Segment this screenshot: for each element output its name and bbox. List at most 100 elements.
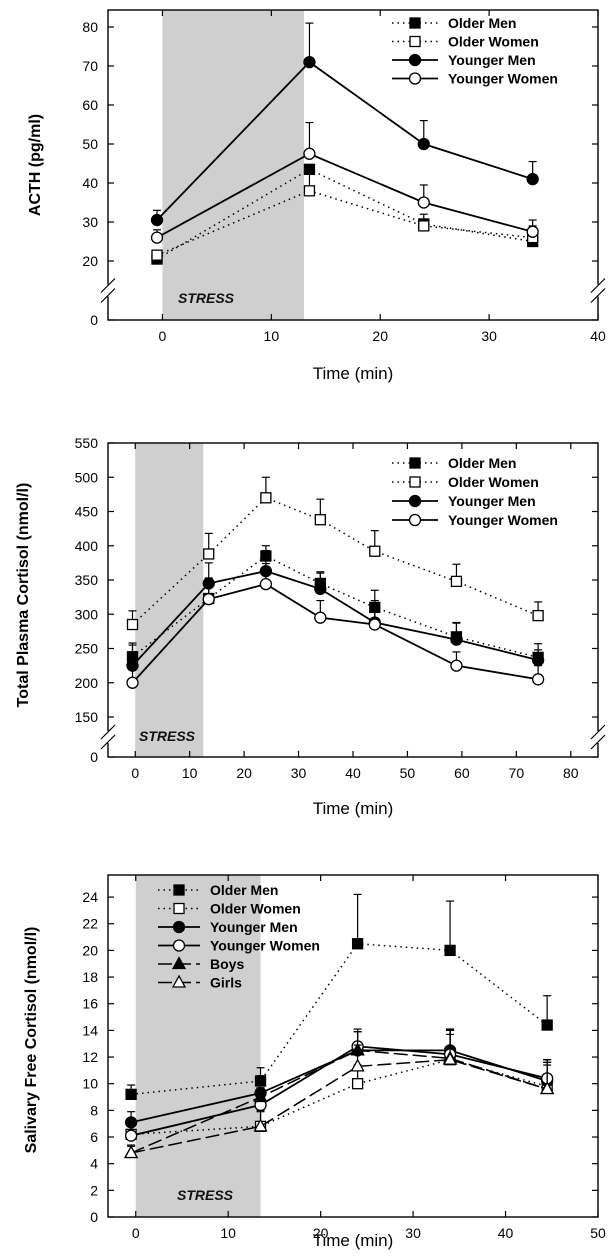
y-tick-label: 0	[90, 312, 98, 328]
y-tick-label: 350	[75, 572, 99, 588]
y-tick-label: 12	[82, 1049, 98, 1065]
axis-break-mark	[590, 724, 606, 740]
axis-break-mark	[590, 278, 606, 293]
data-point	[350, 1058, 365, 1072]
data-point	[253, 1089, 268, 1103]
y-tick-label: 4	[90, 1156, 98, 1172]
legend-marker	[408, 494, 422, 508]
series-girls	[124, 1029, 555, 1159]
x-tick-label: 40	[590, 328, 606, 344]
data-point	[368, 618, 381, 631]
data-point	[202, 593, 215, 606]
series-line	[156, 168, 533, 260]
x-tick-label: 40	[345, 765, 361, 781]
data-point	[532, 609, 544, 622]
series-younger-women	[150, 121, 539, 244]
y-tick-label: 18	[82, 969, 98, 985]
data-point	[417, 196, 430, 209]
y-tick-label: 70	[82, 58, 98, 74]
x-tick-label: 50	[590, 1225, 606, 1241]
x-tick-label: 10	[264, 328, 280, 344]
legend-marker	[409, 35, 421, 48]
x-tick-label: 40	[498, 1225, 514, 1241]
y-tick-label: 22	[82, 916, 98, 932]
data-point	[124, 1145, 139, 1159]
legend-label: Younger Women	[210, 938, 320, 954]
y-tick-label: 250	[75, 641, 99, 657]
data-point	[150, 213, 164, 227]
data-point	[314, 514, 326, 526]
y-tick-label: 60	[82, 97, 98, 113]
data-point	[253, 1118, 268, 1132]
x-axis-title: Time (min)	[313, 1231, 394, 1250]
stress-label: STRESS	[178, 290, 235, 306]
data-point	[444, 944, 456, 957]
y-tick-label: 50	[82, 136, 98, 152]
x-tick-label: 0	[132, 1225, 140, 1241]
y-tick-label: 10	[82, 1076, 98, 1092]
series-younger-women	[126, 562, 545, 689]
legend-label: Girls	[210, 975, 242, 991]
data-point	[151, 249, 163, 261]
legend-marker	[173, 884, 185, 896]
stress-period-band	[135, 443, 204, 757]
data-point	[450, 633, 463, 646]
stress-label: STRESS	[177, 1187, 234, 1203]
legend-label: Younger Men	[210, 919, 298, 935]
y-tick-label: 450	[75, 504, 99, 520]
legend-label: Older Women	[448, 34, 539, 50]
data-point	[417, 137, 430, 151]
y-tick-label: 2	[90, 1182, 98, 1198]
axis-break-gap	[100, 284, 116, 297]
data-point	[418, 220, 430, 232]
data-point	[314, 582, 327, 596]
data-point	[150, 231, 164, 244]
legend: Older Men Older Women Younger Men Younger W…	[392, 455, 558, 528]
x-tick-label: 20	[313, 1225, 329, 1241]
y-tick-label: 16	[82, 996, 98, 1012]
series-line	[156, 190, 533, 256]
data-point	[450, 659, 463, 672]
legend-label: Younger Men	[448, 493, 536, 509]
x-tick-label: 0	[131, 765, 139, 781]
x-tick-label: 70	[509, 765, 525, 781]
y-tick-label: 0	[90, 749, 98, 765]
legend-label: Younger Men	[448, 52, 536, 68]
data-point	[259, 577, 273, 591]
y-tick-label: 20	[82, 253, 98, 269]
legend-marker	[172, 939, 186, 952]
data-point	[303, 147, 316, 160]
data-point	[203, 548, 215, 560]
legend-marker	[409, 457, 421, 469]
series-younger-men	[150, 22, 539, 227]
x-tick-label: 30	[291, 765, 307, 781]
acth-chart: STRESS 0 10 20 30 40 0 20 30 40 50 60 70 80 Time (min)…	[27, 9, 606, 383]
axis-break-mark	[100, 278, 116, 293]
axis-break-mark	[100, 724, 116, 740]
legend-marker	[409, 476, 421, 488]
data-point	[125, 1088, 137, 1101]
data-point	[351, 1078, 364, 1090]
legend-marker	[172, 920, 186, 934]
legend-marker	[171, 974, 187, 988]
series-line	[130, 1058, 548, 1154]
legend-marker	[408, 513, 422, 527]
y-tick-label: 24	[82, 889, 98, 905]
axis-break-gap	[100, 731, 116, 743]
y-tick-label: 80	[82, 19, 98, 35]
legend-label: Older Men	[448, 455, 516, 471]
series-older-women	[126, 476, 544, 631]
x-tick-label: 20	[372, 328, 388, 344]
plot-frame	[107, 874, 599, 1218]
plasma-cortisol-chart: STRESS 0 10 20 30 40 50 60 70 80 0 150 200 250 300 350 4…	[15, 435, 606, 818]
plot-frame	[107, 9, 599, 321]
x-tick-label: 30	[405, 1225, 421, 1241]
y-tick-label: 30	[82, 214, 98, 230]
legend-label: Younger Women	[448, 512, 558, 528]
data-point	[540, 1081, 555, 1095]
x-tick-label: 60	[454, 765, 470, 781]
data-point	[303, 185, 316, 197]
x-tick-label: 10	[220, 1225, 236, 1241]
x-tick-label: 30	[481, 328, 497, 344]
